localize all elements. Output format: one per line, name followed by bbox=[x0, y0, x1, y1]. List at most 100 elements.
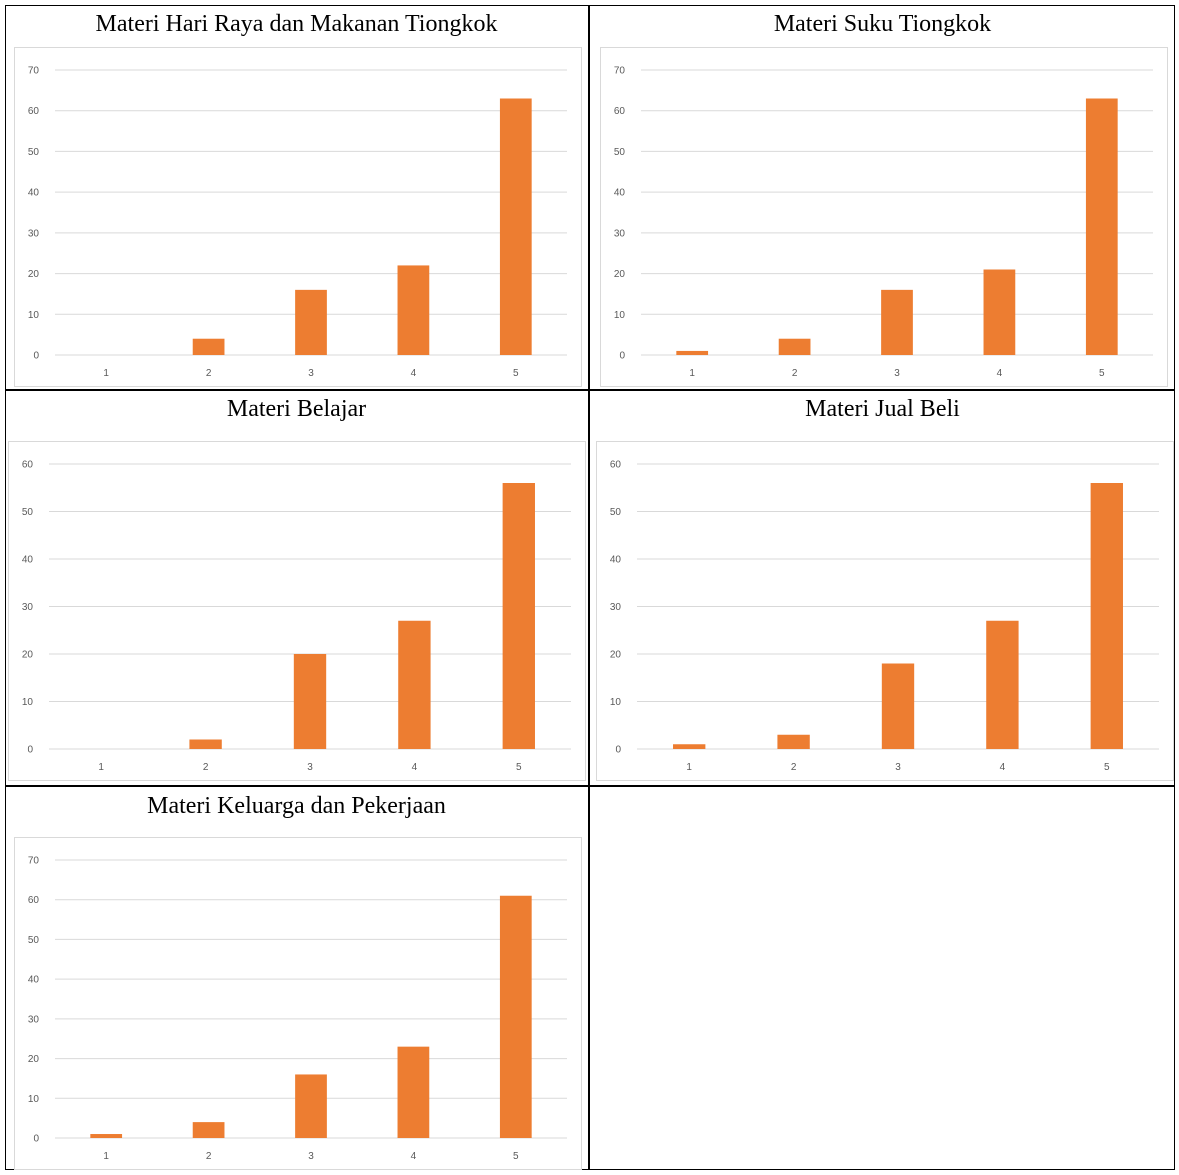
y-tick-label: 50 bbox=[610, 507, 622, 518]
chart-panel: 0 10 20 30 40 50 60 70 1 2 3 4 5 bbox=[14, 837, 582, 1170]
x-tick-label: 2 bbox=[791, 762, 797, 773]
x-tick-label: 4 bbox=[411, 368, 417, 379]
y-tick-label: 20 bbox=[614, 269, 626, 280]
y-tick-label: 40 bbox=[610, 555, 622, 566]
x-tick-label: 2 bbox=[206, 368, 212, 379]
bar bbox=[881, 663, 915, 749]
row-divider bbox=[5, 389, 1175, 391]
y-tick-label: 50 bbox=[28, 935, 40, 946]
x-tick-label: 1 bbox=[689, 368, 695, 379]
bar-chart: 0 10 20 30 40 50 60 1 2 3 4 5 bbox=[22, 460, 571, 773]
chart-title: Materi Hari Raya dan Makanan Tiongkok bbox=[95, 11, 498, 37]
y-tick-label: 50 bbox=[22, 507, 34, 518]
y-tick-label: 70 bbox=[28, 66, 40, 77]
y-tick-label: 30 bbox=[28, 228, 40, 239]
bar bbox=[397, 1046, 430, 1138]
y-tick-label: 30 bbox=[22, 602, 34, 613]
x-tick-label: 2 bbox=[203, 762, 209, 773]
y-tick-label: 40 bbox=[28, 188, 40, 199]
y-tick-label: 30 bbox=[610, 602, 622, 613]
bar bbox=[777, 734, 810, 749]
bar bbox=[192, 338, 225, 355]
x-tick-label: 3 bbox=[895, 762, 901, 773]
x-tick-label: 4 bbox=[997, 368, 1003, 379]
x-tick-label: 1 bbox=[103, 368, 109, 379]
bar bbox=[778, 338, 811, 355]
y-tick-label: 60 bbox=[28, 895, 40, 906]
y-tick-label: 60 bbox=[610, 460, 622, 471]
y-tick-label: 20 bbox=[610, 650, 622, 661]
bar bbox=[90, 1134, 123, 1138]
y-tick-label: 0 bbox=[619, 351, 625, 362]
bar bbox=[397, 265, 430, 355]
y-tick-label: 70 bbox=[614, 66, 626, 77]
y-tick-label: 10 bbox=[610, 697, 622, 708]
bar bbox=[295, 1074, 327, 1138]
x-tick-label: 3 bbox=[308, 368, 314, 379]
x-tick-label: 3 bbox=[894, 368, 900, 379]
bar bbox=[189, 739, 222, 749]
x-tick-label: 2 bbox=[206, 1151, 212, 1162]
y-tick-label: 30 bbox=[614, 228, 626, 239]
x-tick-label: 5 bbox=[516, 762, 522, 773]
bar bbox=[1085, 98, 1118, 355]
y-tick-label: 10 bbox=[28, 1094, 40, 1105]
bar bbox=[881, 289, 913, 355]
y-tick-label: 20 bbox=[28, 1054, 40, 1065]
y-tick-label: 40 bbox=[22, 555, 34, 566]
chart-title: Materi Keluarga dan Pekerjaan bbox=[147, 793, 446, 819]
chart-panel: 0 10 20 30 40 50 60 1 2 3 4 5 bbox=[8, 441, 586, 781]
y-tick-label: 10 bbox=[614, 310, 626, 321]
y-tick-label: 10 bbox=[22, 697, 34, 708]
x-tick-label: 5 bbox=[513, 368, 519, 379]
y-tick-label: 0 bbox=[33, 351, 39, 362]
x-tick-label: 4 bbox=[412, 762, 418, 773]
y-tick-label: 0 bbox=[33, 1134, 39, 1145]
x-tick-label: 5 bbox=[513, 1151, 519, 1162]
x-tick-label: 1 bbox=[98, 762, 104, 773]
bar bbox=[293, 654, 327, 749]
chart-title: Materi Belajar bbox=[226, 396, 367, 422]
bar-chart: 0 10 20 30 40 50 60 70 1 2 3 4 5 bbox=[28, 66, 567, 379]
bar bbox=[192, 1122, 225, 1138]
chart-panel: 0 10 20 30 40 50 60 1 2 3 4 5 bbox=[596, 441, 1174, 781]
y-tick-label: 60 bbox=[614, 106, 626, 117]
bar bbox=[499, 895, 532, 1138]
x-tick-label: 1 bbox=[686, 762, 692, 773]
bar-chart: 0 10 20 30 40 50 60 70 1 2 3 4 5 bbox=[28, 856, 567, 1162]
y-tick-label: 20 bbox=[22, 650, 34, 661]
x-tick-label: 2 bbox=[792, 368, 798, 379]
column-divider bbox=[588, 5, 590, 1170]
chart-panel: 0 10 20 30 40 50 60 70 1 2 3 4 5 bbox=[600, 47, 1168, 387]
bar bbox=[986, 620, 1019, 749]
y-tick-label: 50 bbox=[614, 147, 626, 158]
x-tick-label: 5 bbox=[1104, 762, 1110, 773]
x-tick-label: 5 bbox=[1099, 368, 1105, 379]
bar bbox=[398, 620, 431, 749]
y-tick-label: 40 bbox=[614, 188, 626, 199]
bar bbox=[499, 98, 532, 355]
y-tick-label: 10 bbox=[28, 310, 40, 321]
row-divider bbox=[5, 785, 1175, 787]
bar bbox=[502, 483, 535, 749]
x-tick-label: 4 bbox=[1000, 762, 1006, 773]
y-tick-label: 0 bbox=[27, 745, 33, 756]
x-tick-label: 3 bbox=[308, 1151, 314, 1162]
y-tick-label: 60 bbox=[22, 460, 34, 471]
table-frame bbox=[5, 5, 1175, 1170]
chart-title: Materi Jual Beli bbox=[805, 396, 960, 422]
y-tick-label: 50 bbox=[28, 147, 40, 158]
y-tick-label: 70 bbox=[28, 856, 40, 867]
bar bbox=[676, 350, 709, 355]
bar bbox=[295, 289, 327, 355]
y-tick-label: 20 bbox=[28, 269, 40, 280]
bar bbox=[673, 744, 706, 749]
bar-chart: 0 10 20 30 40 50 60 70 1 2 3 4 5 bbox=[614, 66, 1153, 379]
chart-title: Materi Suku Tiongkok bbox=[773, 11, 992, 37]
y-tick-label: 30 bbox=[28, 1014, 40, 1025]
y-tick-label: 60 bbox=[28, 106, 40, 117]
x-tick-label: 4 bbox=[411, 1151, 417, 1162]
bar bbox=[983, 269, 1016, 355]
x-tick-label: 1 bbox=[103, 1151, 109, 1162]
x-tick-label: 3 bbox=[307, 762, 313, 773]
